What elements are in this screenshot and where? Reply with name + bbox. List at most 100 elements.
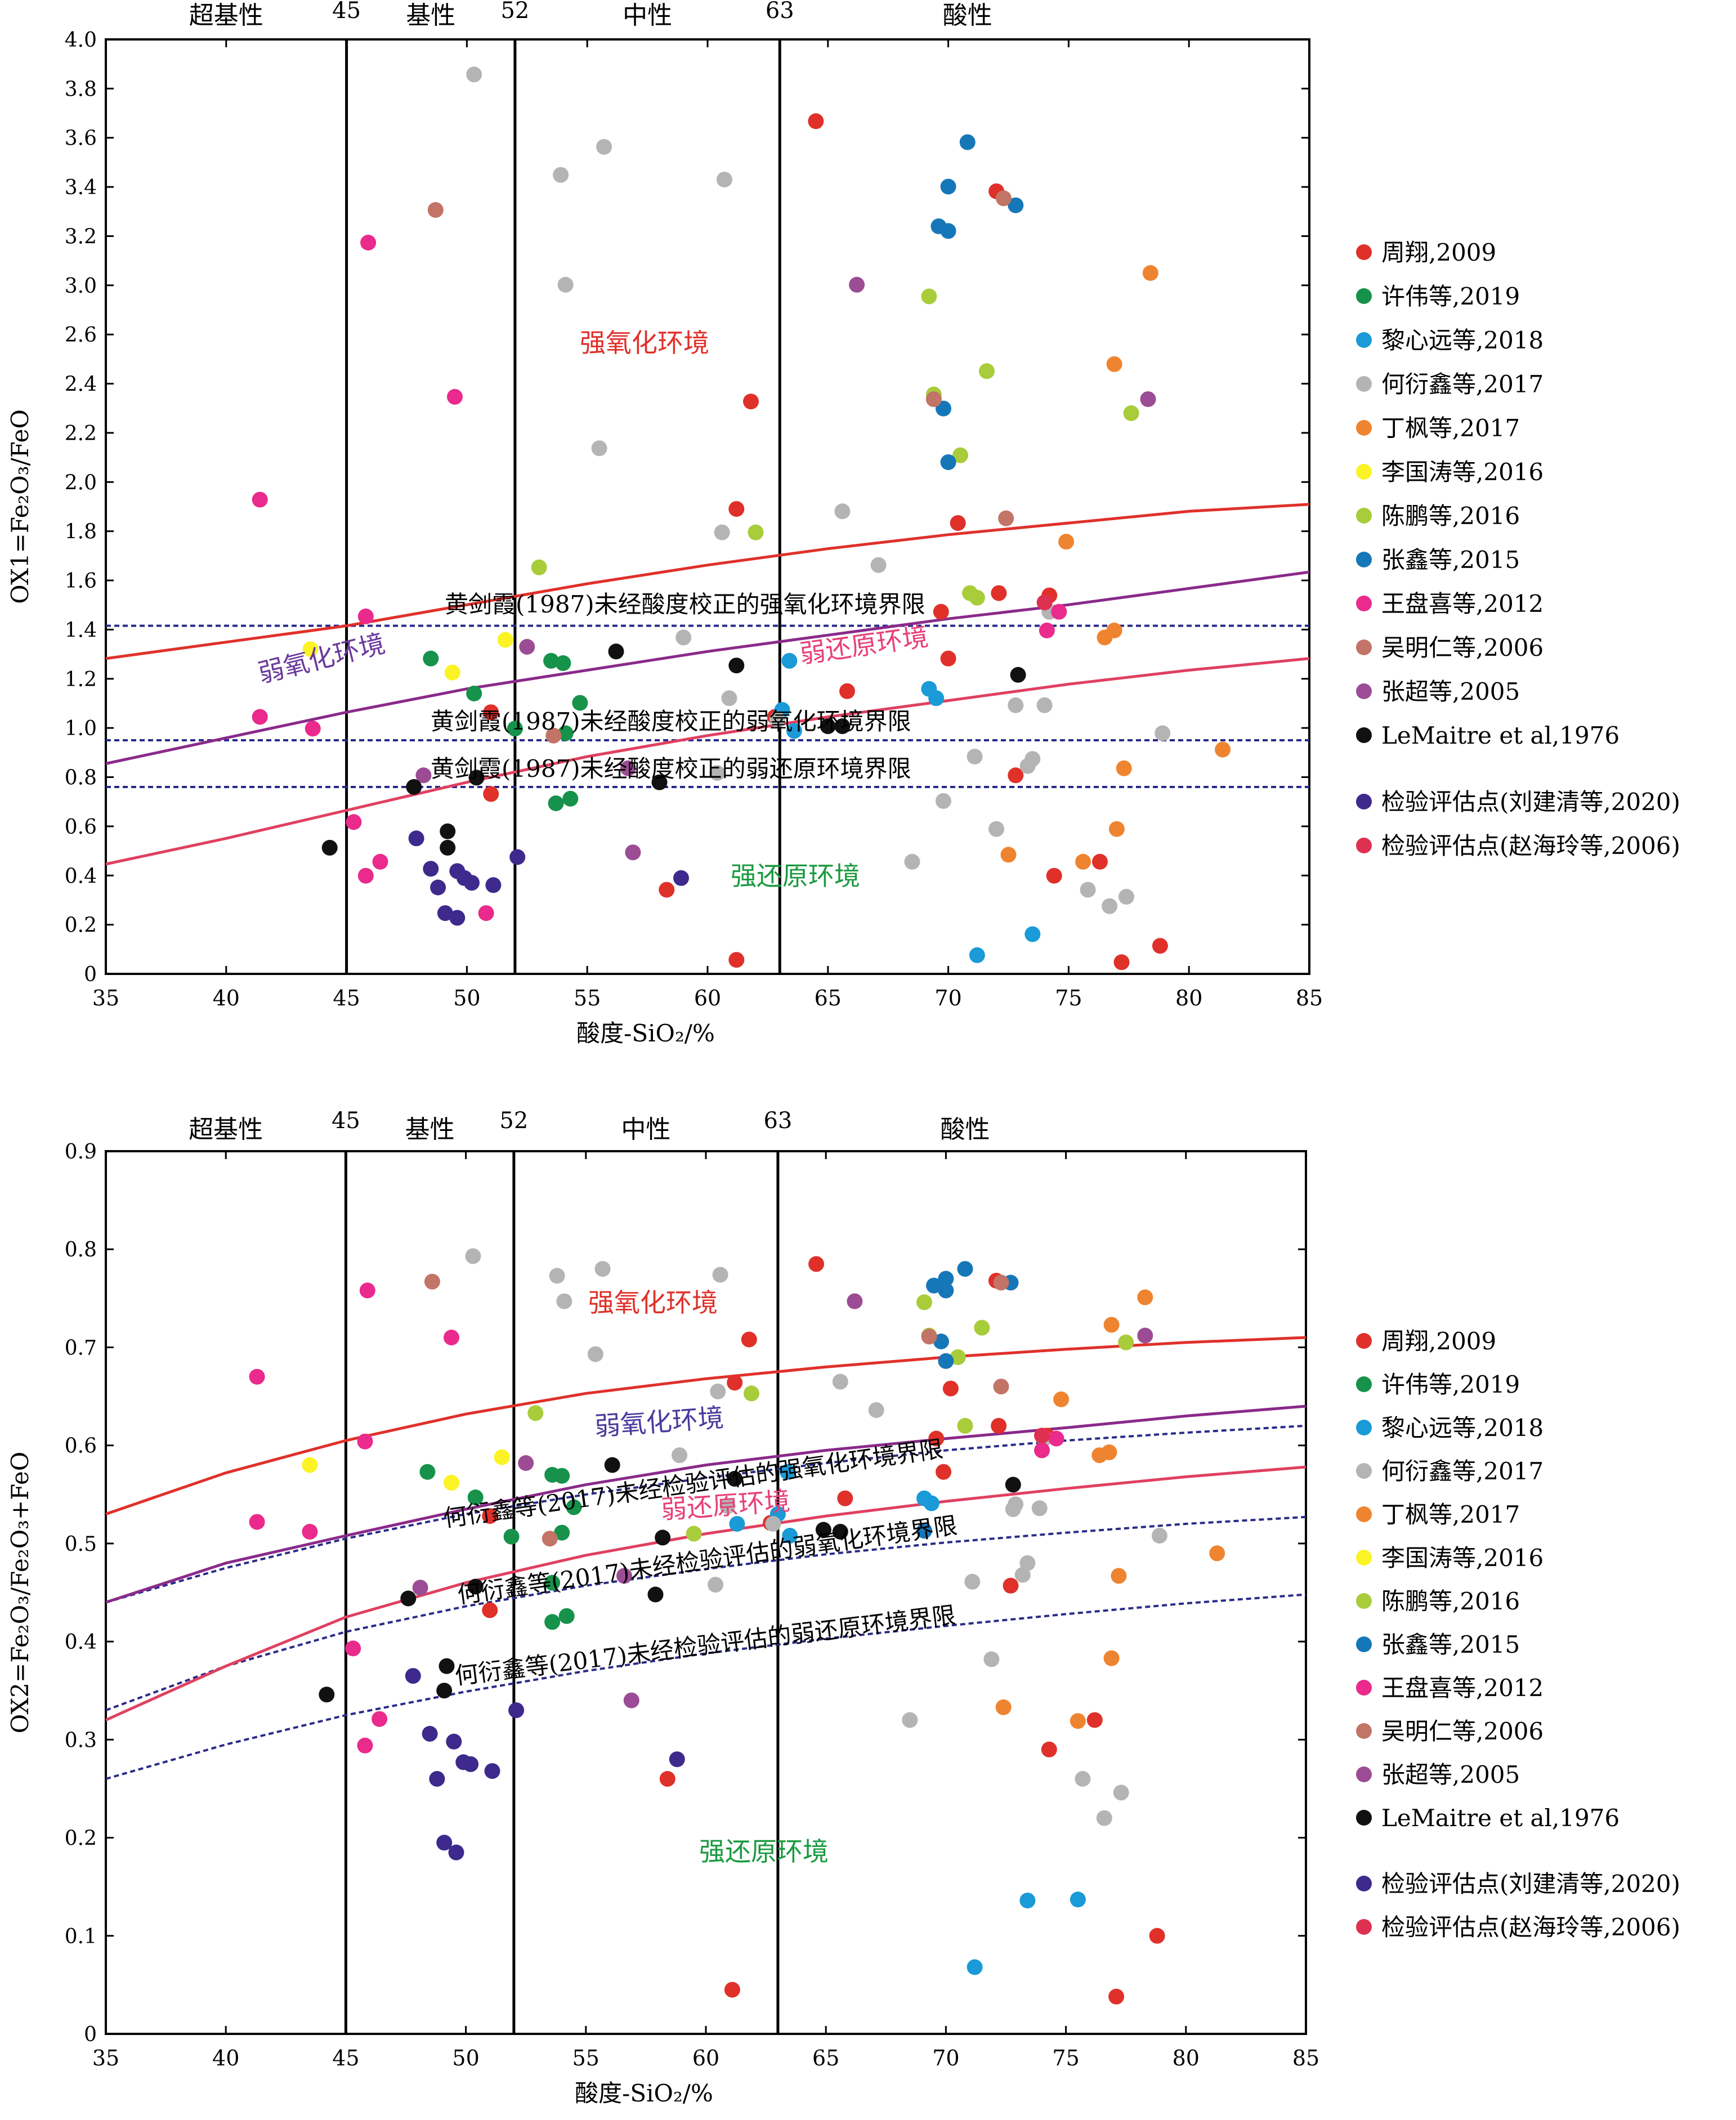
chart0-point [1215, 741, 1231, 758]
chart0-point [1036, 697, 1053, 713]
chart0-point [1051, 603, 1067, 620]
chart1-point [1005, 1477, 1021, 1493]
chart1-legend-label: 黎心远等,2018 [1381, 1414, 1543, 1442]
chart0-point [940, 178, 956, 195]
chart0-point [969, 947, 985, 963]
chart1-point [357, 1433, 373, 1450]
chart1-point [957, 1417, 973, 1434]
chart1-y-tick-label: 0 [84, 2023, 97, 2046]
chart1-point [936, 1464, 952, 1480]
chart0-point [423, 650, 439, 667]
chart0-limit-label: 黄剑霞(1987)未经酸度校正的弱氧化环境界限 [431, 708, 911, 735]
chart1-point [357, 1737, 373, 1754]
chart0-point [509, 849, 526, 865]
chart0-x-tick-label: 45 [333, 986, 360, 1010]
chart0-legend-label: 周翔,2009 [1381, 239, 1496, 266]
chart1-point [1118, 1334, 1134, 1350]
chart-ox1-panel: 35 40 45 50 55 60 65 70 75 80 85 0 0.2 0.4 0.6 0.8 1.0 1.… [6, 0, 1680, 1047]
chart1-point [1070, 1713, 1086, 1729]
chart0-point [933, 603, 949, 620]
chart0-point [1102, 898, 1118, 914]
chart1-point [782, 1528, 798, 1544]
chart1-point [832, 1524, 848, 1540]
chart0-point [415, 767, 432, 784]
chart1-point [938, 1271, 954, 1287]
chart1-point [527, 1405, 544, 1421]
chart0-point [721, 690, 737, 706]
chart0-point [959, 134, 976, 150]
chart1-point [923, 1495, 939, 1511]
chart0-legend-label: 王盘喜等,2012 [1381, 590, 1543, 618]
chart1-point [424, 1273, 440, 1290]
chart1-point [1034, 1442, 1050, 1459]
chart1-point [484, 1763, 500, 1779]
chart1-legend-marker [1356, 1550, 1372, 1566]
chart0-point [557, 276, 574, 293]
chart1-y-tick-label: 0.4 [65, 1631, 97, 1654]
chart0-point [608, 643, 624, 660]
chart0-point [555, 655, 571, 671]
chart1-point [249, 1514, 265, 1530]
chart0-point [372, 853, 388, 870]
chart0-y-tick-label: 3.6 [65, 127, 97, 150]
chart0-legend-marker [1356, 332, 1372, 348]
chart1-legend-label: 许伟等,2019 [1381, 1371, 1520, 1398]
chart1-point [1096, 1810, 1112, 1826]
chart0-point [834, 718, 851, 735]
chart1-legend-marker [1356, 1376, 1372, 1392]
chart0-point [769, 711, 785, 727]
chart1-point [444, 1474, 459, 1491]
chart0-legend-marker [1356, 596, 1372, 611]
chart0-point [1142, 265, 1158, 281]
chart1-x-tick-label: 75 [1052, 2046, 1079, 2070]
chart1-point [412, 1580, 428, 1596]
chart0-point [988, 821, 1005, 837]
chart1-point [1151, 1528, 1167, 1544]
chart0-y-tick-label: 0.2 [65, 914, 97, 937]
chart0-point [786, 723, 802, 739]
chart1-point [1209, 1545, 1225, 1562]
chart1-legend-marker [1356, 1506, 1372, 1522]
chart1-point [1137, 1289, 1153, 1305]
chart0-point [716, 172, 732, 187]
chart0-legend-marker [1356, 244, 1372, 260]
chart0-y-tick-label: 1.6 [65, 570, 97, 593]
chart0-legend-label: 黎心远等,2018 [1381, 327, 1543, 354]
chart0-x-axis-label: 酸度-SiO₂/% [576, 1019, 715, 1047]
chart1-point [249, 1368, 265, 1385]
chart0-point [673, 870, 689, 886]
chart0-legend-label: 张超等,2005 [1381, 678, 1520, 705]
chart1-x-axis-label: 酸度-SiO₂/% [575, 2079, 713, 2107]
chart0-boundary-curve-2 [105, 657, 1310, 866]
chart0-point [781, 652, 798, 669]
chart0-point [346, 814, 362, 830]
chart0-point [1019, 758, 1036, 774]
chart0-point [1058, 534, 1075, 550]
chart0-point [485, 877, 502, 893]
chart0-point [519, 639, 535, 655]
chart0-point [1118, 889, 1134, 905]
chart1-point [405, 1668, 421, 1684]
chart1-point [928, 1430, 945, 1447]
chart0-point [423, 861, 439, 877]
chart0-region-label: 强氧化环境 [580, 328, 709, 358]
chart0-point [1075, 853, 1091, 870]
chart1-legend-marker [1356, 1723, 1372, 1739]
chart1-point [995, 1699, 1012, 1715]
chart0-point [995, 190, 1012, 207]
chart1-point [1091, 1447, 1108, 1464]
chart1-point [1111, 1568, 1127, 1584]
chart1-point [765, 1516, 781, 1532]
chart0-region-label: 弱氧化环境 [255, 628, 388, 688]
chart1-point [542, 1531, 558, 1547]
chart1-point [1137, 1327, 1153, 1344]
chart0-point [1123, 405, 1139, 421]
chart0-legend-label: 何衍鑫等,2017 [1381, 370, 1543, 398]
chart0-boundary-label: 63 [766, 0, 794, 24]
chart1-y-tick-label: 0.9 [65, 1140, 97, 1164]
chart1-point [669, 1751, 685, 1768]
chart1-point [780, 1464, 795, 1480]
chart0-x-tick-label: 85 [1296, 986, 1323, 1010]
chart1-point [659, 1771, 675, 1787]
chart0-point [360, 235, 377, 251]
